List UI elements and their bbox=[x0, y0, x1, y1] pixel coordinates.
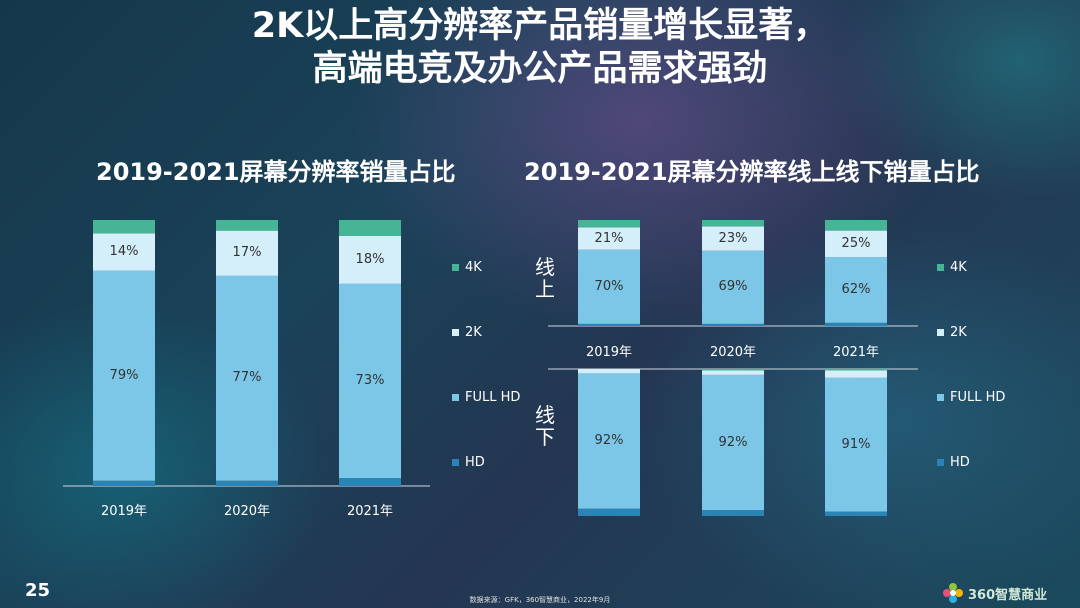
online-bar-2-2k bbox=[702, 226, 764, 251]
offline-bar-2-full-hd bbox=[702, 374, 764, 511]
offline-panel-label: 线下 bbox=[534, 404, 556, 448]
left-data-label-full-hd: 73% bbox=[355, 372, 385, 388]
offline-data-label-full-hd: 92% bbox=[594, 433, 624, 449]
legend-swatch bbox=[937, 264, 944, 271]
offline-bar-3-2k bbox=[825, 370, 887, 378]
right-x-tick-label: 2020年 bbox=[709, 345, 757, 360]
online-data-label-2k: 25% bbox=[841, 235, 871, 251]
legend-swatch bbox=[937, 459, 944, 466]
legend-label: 2K bbox=[465, 325, 482, 340]
legend-label: HD bbox=[950, 455, 970, 470]
left-data-label-2k: 17% bbox=[232, 245, 262, 261]
left-data-label-full-hd: 77% bbox=[232, 370, 262, 386]
right-x-tick-label: 2021年 bbox=[832, 345, 880, 360]
left-bar-1-full-hd bbox=[93, 270, 155, 481]
left-legend-item-4k: 4K bbox=[452, 260, 482, 275]
online-panel-label: 线上 bbox=[534, 256, 556, 300]
offline-bar-3-hd bbox=[825, 511, 887, 516]
offline-label-text: 线下 bbox=[535, 403, 555, 449]
left-bar-2-full-hd bbox=[216, 275, 278, 481]
online-bar-3-2k bbox=[825, 230, 887, 258]
left-bar-2-hd bbox=[216, 480, 278, 486]
online-bar-2-4k bbox=[702, 220, 764, 227]
online-bar-2-full-hd bbox=[702, 250, 764, 324]
right-legend-item-2k: 2K bbox=[937, 325, 967, 340]
left-legend-item-2k: 2K bbox=[452, 325, 482, 340]
left-chart-title: 2019-2021屏幕分辨率销量占比 bbox=[96, 158, 456, 186]
left-data-label-full-hd: 79% bbox=[109, 367, 139, 383]
online-bar-1-full-hd bbox=[578, 249, 640, 324]
legend-swatch bbox=[937, 329, 944, 336]
brand-logo: 360智慧商业 bbox=[942, 582, 1047, 604]
legend-label: 2K bbox=[950, 325, 967, 340]
left-bar-3-hd bbox=[339, 478, 401, 486]
left-x-tick-label: 2021年 bbox=[346, 504, 394, 519]
legend-swatch bbox=[452, 329, 459, 336]
legend-swatch bbox=[452, 459, 459, 466]
offline-bar-2-hd bbox=[702, 510, 764, 516]
right-legend-item-full-hd: FULL HD bbox=[937, 390, 1005, 405]
legend-label: 4K bbox=[950, 260, 967, 275]
online-data-label-full-hd: 62% bbox=[841, 281, 871, 297]
right-legend-item-hd: HD bbox=[937, 455, 970, 470]
online-data-label-full-hd: 69% bbox=[718, 279, 748, 295]
online-bar-3-4k bbox=[825, 220, 887, 231]
legend-label: HD bbox=[465, 455, 485, 470]
left-bar-1-hd bbox=[93, 480, 155, 486]
left-data-label-2k: 14% bbox=[109, 243, 139, 259]
online-label-text: 线上 bbox=[535, 255, 555, 301]
right-chart-title: 2019-2021屏幕分辨率线上线下销量占比 bbox=[524, 158, 980, 186]
slide-title-line2: 高端电竞及办公产品需求强劲 bbox=[312, 49, 768, 89]
left-bar-1-2k bbox=[93, 233, 155, 271]
online-bar-3-hd bbox=[825, 322, 887, 326]
left-bar-2-2k bbox=[216, 230, 278, 276]
left-bar-3-full-hd bbox=[339, 283, 401, 479]
legend-label: FULL HD bbox=[465, 390, 521, 405]
offline-bar-2-4k bbox=[702, 369, 764, 371]
legend-label: 4K bbox=[465, 260, 482, 275]
source-note: 数据来源：GFK，360智慧商业，2022年9月 bbox=[469, 596, 611, 604]
online-bar-1-4k bbox=[578, 220, 640, 228]
left-legend-item-hd: HD bbox=[452, 455, 485, 470]
offline-bar-1-2k bbox=[578, 369, 640, 374]
legend-swatch bbox=[452, 394, 459, 401]
right-legend-item-4k: 4K bbox=[937, 260, 967, 275]
legend-label: FULL HD bbox=[950, 390, 1006, 405]
online-data-label-full-hd: 70% bbox=[594, 278, 624, 294]
left-legend-item-full-hd: FULL HD bbox=[452, 390, 520, 405]
offline-bar-1-hd bbox=[578, 508, 640, 516]
offline-bar-3-4k bbox=[825, 369, 887, 371]
online-bar-1-2k bbox=[578, 227, 640, 250]
online-data-label-2k: 21% bbox=[594, 230, 624, 246]
online-bar-1-hd bbox=[578, 323, 640, 326]
left-bar-1-4k bbox=[93, 220, 155, 234]
page-number: 25 bbox=[25, 580, 51, 601]
offline-bar-1-full-hd bbox=[578, 373, 640, 509]
left-bar-3-2k bbox=[339, 235, 401, 284]
left-x-tick-label: 2019年 bbox=[100, 504, 148, 519]
online-bar-2-hd bbox=[702, 323, 764, 326]
offline-bar-2-2k bbox=[702, 370, 764, 375]
offline-bar-3-full-hd bbox=[825, 377, 887, 512]
left-data-label-2k: 18% bbox=[355, 251, 385, 267]
slide-title-line1: 2K以上高分辨率产品销量增长显著， bbox=[251, 6, 829, 46]
online-data-label-2k: 23% bbox=[718, 230, 748, 246]
flower-logo-icon bbox=[943, 583, 963, 603]
left-bar-2-4k bbox=[216, 220, 278, 231]
online-bar-3-full-hd bbox=[825, 257, 887, 323]
legend-swatch bbox=[452, 264, 459, 271]
left-x-tick-label: 2020年 bbox=[223, 504, 271, 519]
offline-data-label-full-hd: 92% bbox=[718, 434, 748, 450]
brand-name: 360智慧商业 bbox=[968, 587, 1048, 603]
right-x-tick-label: 2019年 bbox=[585, 345, 633, 360]
legend-swatch bbox=[937, 394, 944, 401]
left-bar-3-4k bbox=[339, 220, 401, 236]
offline-data-label-full-hd: 91% bbox=[841, 436, 871, 452]
